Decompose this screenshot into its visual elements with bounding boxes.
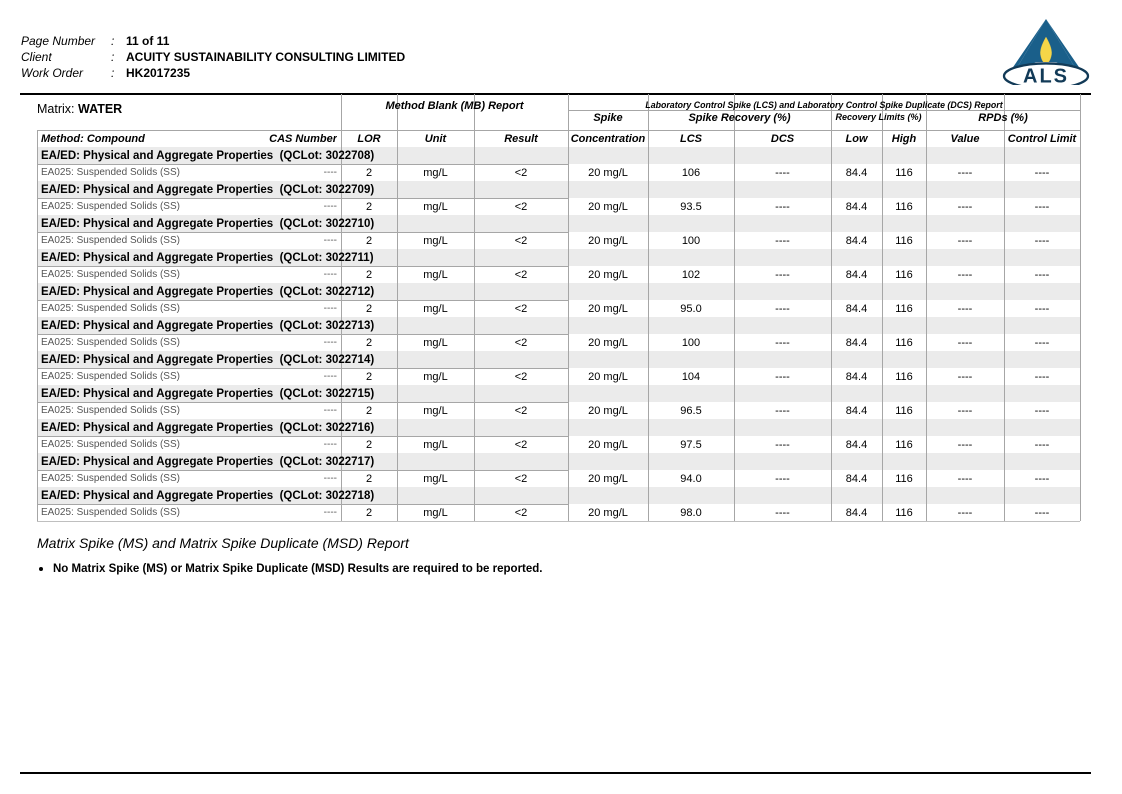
svg-text:ALS: ALS <box>1023 66 1069 86</box>
